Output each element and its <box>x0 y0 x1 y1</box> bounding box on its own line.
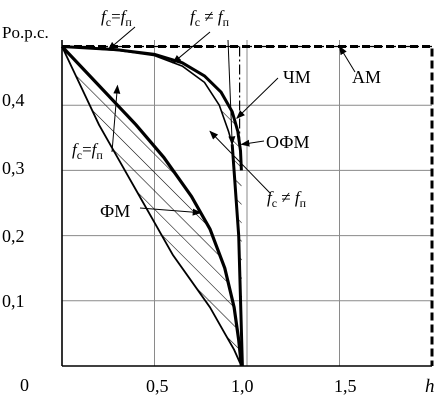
hatched-region-fm <box>62 46 242 366</box>
annotation-fc-eq-fp: fс=fп <box>101 7 132 29</box>
y-tick-label: 0,1 <box>2 291 25 311</box>
arrow-fm-label <box>139 207 202 216</box>
y-axis-title: Po.p.c. <box>2 23 49 42</box>
gridlines <box>61 40 432 367</box>
hatched-regions <box>62 46 243 366</box>
series-chm-lower <box>61 45 233 145</box>
annotation-fc-eq-fp: fс=fп <box>72 140 103 162</box>
curve-label-am: АМ <box>352 67 381 87</box>
curve-label-ofm: ОФМ <box>266 132 309 152</box>
x-axis-title: h <box>425 376 435 397</box>
annotation-fc-neq-fp: fс ≠ fп <box>267 188 307 210</box>
annotation-arrows <box>107 26 356 216</box>
curve-label-chm: ЧМ <box>283 67 311 87</box>
y-tick-label: 0,4 <box>2 90 25 110</box>
arrow-fc-neq-fp-chm-2 <box>227 39 236 146</box>
arrow-ofm-label <box>240 139 265 147</box>
x-tick-label: 1,0 <box>231 376 254 396</box>
arrow-fc-eq-fp-fm <box>111 84 121 153</box>
series-fm-inner <box>61 46 243 367</box>
origin-label: 0 <box>20 375 29 395</box>
y-tick-label: 0,3 <box>2 158 25 178</box>
x-tick-label: 0,5 <box>146 376 169 396</box>
arrow-am-label <box>338 45 356 73</box>
arrow-fc-neq-fp-chm <box>172 31 211 64</box>
arrow-fc-neq-fp-fm <box>209 130 271 194</box>
annotation-fc-neq-fp: fс ≠ fп <box>190 7 230 29</box>
series-am <box>62 45 434 366</box>
arrow-fc-eq-fp-chm <box>107 26 136 51</box>
y-tick-label: 0,2 <box>2 226 25 246</box>
curve-label-fm: ФМ <box>100 201 130 221</box>
arrow-chm-label <box>236 77 279 119</box>
x-tick-label: 1,5 <box>334 376 357 396</box>
series-chm-vertical <box>230 144 244 367</box>
